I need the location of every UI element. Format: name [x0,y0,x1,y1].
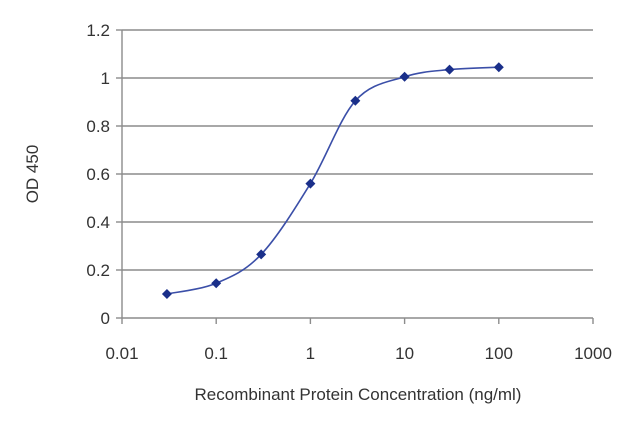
data-point-2 [256,249,267,260]
y-tick-label: 0.2 [86,261,110,280]
x-tick-label: 1 [306,344,315,363]
y-tick-label: 0 [101,309,110,328]
data-point-7 [493,62,504,73]
x-tick-label: 0.1 [204,344,228,363]
data-point-4 [350,95,361,106]
data-point-1 [211,278,222,289]
data-point-6 [444,64,455,75]
data-series [161,62,504,299]
grid-lines [122,29,593,271]
data-point-0 [161,289,172,299]
data-point-5 [399,71,410,82]
y-tick-label: 1.2 [86,21,110,40]
tick-labels: 0 0.2 0.4 0.6 0.8 1 1.2 0.01 0.1 1 10 100 1000 [86,21,612,363]
x-tick-label: 100 [485,344,513,363]
y-tick-label: 1 [101,69,110,88]
data-point-3 [305,178,316,189]
y-tick-label: 0.6 [86,165,110,184]
y-tick-label: 0.4 [86,213,110,232]
x-tick-label: 10 [395,344,414,363]
x-axis-label: Recombinant Protein Concentration (ng/ml… [195,385,522,404]
axes [116,29,594,324]
y-tick-label: 0.8 [86,117,110,136]
y-axis-label: OD 450 [23,145,42,204]
x-tick-label: 1000 [574,344,612,363]
series-line-0 [166,66,499,295]
x-tick-label: 0.01 [105,344,138,363]
